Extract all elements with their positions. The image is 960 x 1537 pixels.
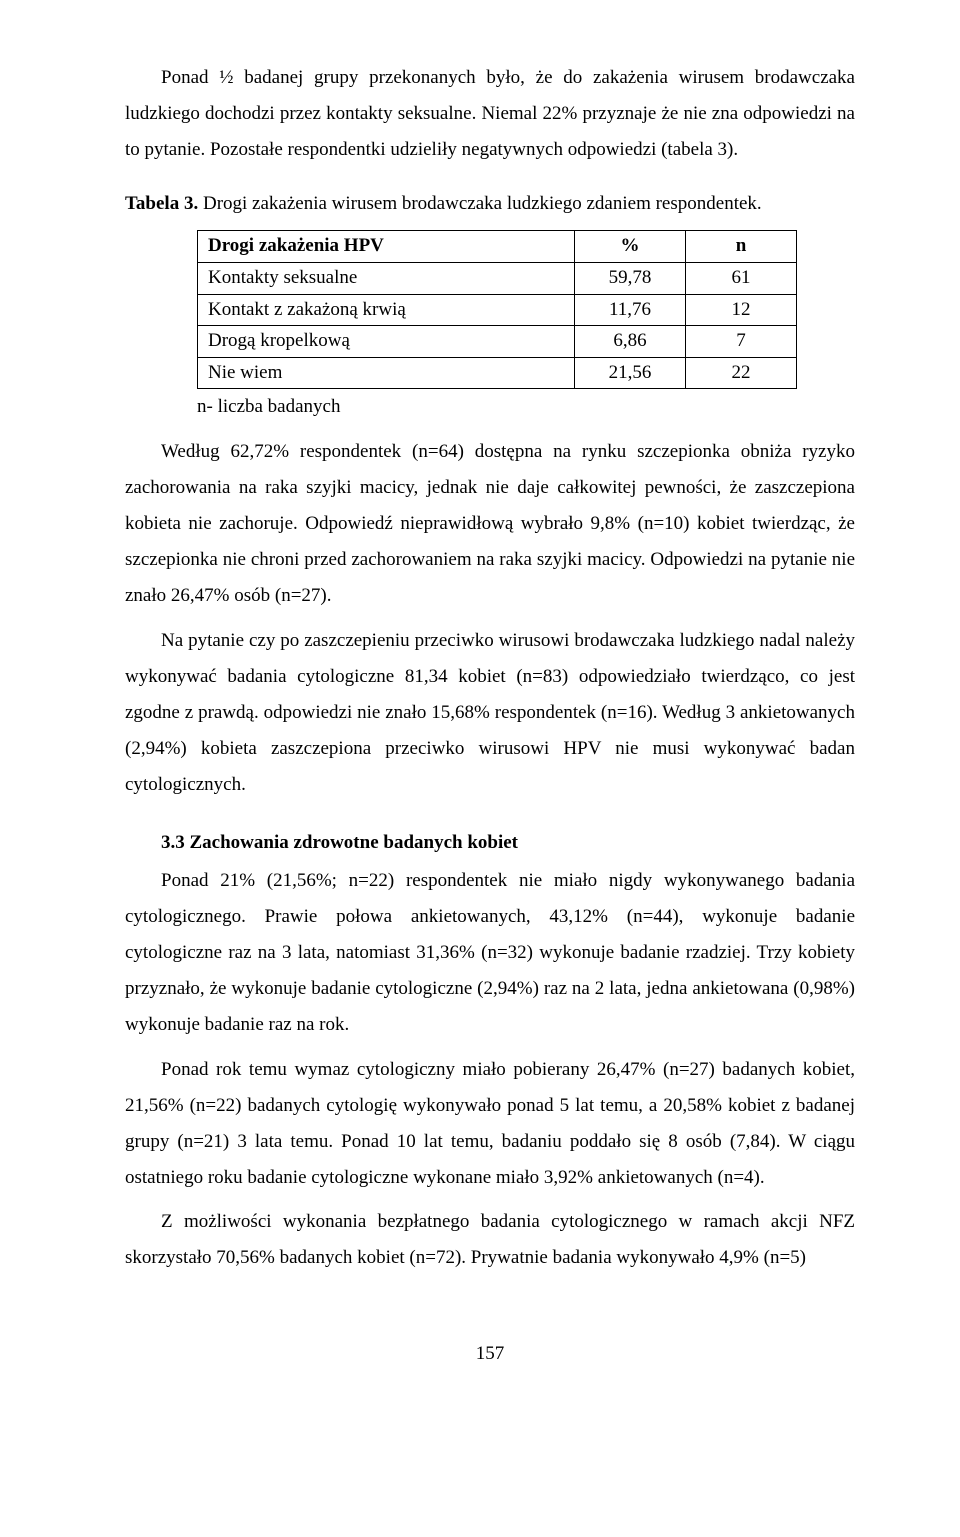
paragraph-vaccine: Według 62,72% respondentek (n=64) dostęp… [125,434,855,614]
paragraph-intro: Ponad ½ badanej grupy przekonanych było,… [125,60,855,168]
table-cell-pct: 6,86 [575,326,686,358]
page: Ponad ½ badanej grupy przekonanych było,… [0,0,960,1422]
table-3-note: n- liczba badanych [197,395,855,420]
table-header-col-0: Drogi zakażenia HPV [198,231,575,263]
table-3: Drogi zakażenia HPV % n Kontakty seksual… [197,230,797,389]
table-row: Nie wiem 21,56 22 [198,357,797,389]
table-row: Kontakty seksualne 59,78 61 [198,262,797,294]
table-3-caption-text: Drogi zakażenia wirusem brodawczaka ludz… [198,193,761,214]
paragraph-3-3-b: Ponad rok temu wymaz cytologiczny miało … [125,1052,855,1196]
section-3-3-heading: 3.3 Zachowania zdrowotne badanych kobiet [125,825,855,861]
table-cell-n: 12 [686,294,797,326]
table-cell-label: Kontakty seksualne [198,262,575,294]
table-cell-n: 61 [686,262,797,294]
paragraph-3-3-c: Z możliwości wykonania bezpłatnego badan… [125,1204,855,1276]
table-cell-n: 7 [686,326,797,358]
table-cell-label: Nie wiem [198,357,575,389]
table-cell-pct: 59,78 [575,262,686,294]
table-cell-label: Drogą kropelkową [198,326,575,358]
table-cell-n: 22 [686,357,797,389]
paragraph-cytology-after-vacc: Na pytanie czy po zaszczepieniu przeciwk… [125,623,855,803]
table-cell-pct: 11,76 [575,294,686,326]
table-row: Kontakt z zakażoną krwią 11,76 12 [198,294,797,326]
table-header-col-1: % [575,231,686,263]
table-3-caption: Tabela 3. Drogi zakażenia wirusem brodaw… [125,186,855,222]
table-cell-label: Kontakt z zakażoną krwią [198,294,575,326]
paragraph-3-3-a: Ponad 21% (21,56%; n=22) respondentek ni… [125,863,855,1043]
table-header-col-2: n [686,231,797,263]
table-cell-pct: 21,56 [575,357,686,389]
table-3-label: Tabela 3. [125,193,198,214]
table-header-row: Drogi zakażenia HPV % n [198,231,797,263]
page-number: 157 [125,1336,855,1372]
table-row: Drogą kropelkową 6,86 7 [198,326,797,358]
